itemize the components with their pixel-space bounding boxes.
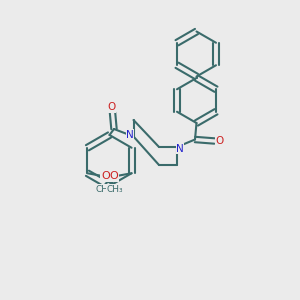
Text: CH₃: CH₃ bbox=[107, 184, 123, 194]
Text: N: N bbox=[126, 130, 134, 140]
Text: CH₃: CH₃ bbox=[96, 184, 112, 194]
Text: O: O bbox=[216, 136, 224, 146]
Text: O: O bbox=[107, 102, 115, 112]
Text: O: O bbox=[109, 171, 118, 181]
Text: O: O bbox=[101, 171, 110, 181]
Text: N: N bbox=[176, 143, 184, 154]
